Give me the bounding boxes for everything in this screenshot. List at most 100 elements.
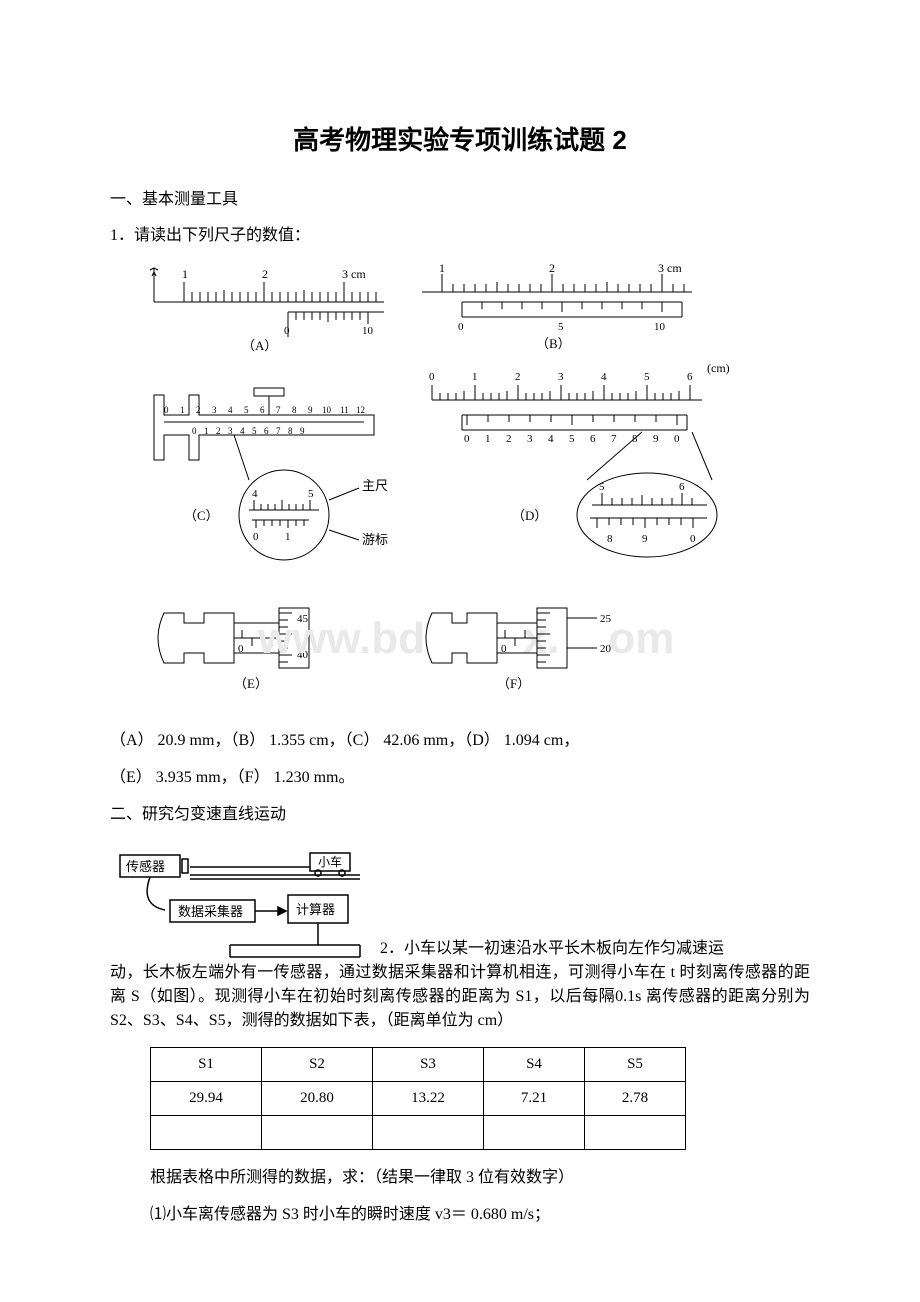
figure-c: 0123456789101112 0123456789 4 5 0 1 主尺 游… xyxy=(134,360,404,570)
table-cell xyxy=(373,1116,484,1150)
svg-text:9: 9 xyxy=(642,533,648,545)
table-cell xyxy=(484,1116,585,1150)
table-cell: 29.94 xyxy=(151,1082,262,1116)
q1-answers-line2: （E） 3.935 mm，（F） 1.230 mm。 xyxy=(110,764,810,791)
svg-text:0: 0 xyxy=(284,325,290,337)
page-title: 高考物理实验专项训练试题 2 xyxy=(110,120,810,157)
svg-text:0: 0 xyxy=(238,643,244,655)
svg-text:3: 3 xyxy=(228,426,233,436)
svg-text:1: 1 xyxy=(472,371,478,383)
svg-text:7: 7 xyxy=(276,405,281,415)
table-header: S4 xyxy=(484,1048,585,1082)
svg-text:4: 4 xyxy=(240,426,245,436)
section-2-heading: 二、研究匀变速直线运动 xyxy=(110,802,810,828)
svg-text:（D）: （D） xyxy=(512,508,547,523)
figure-d: 0123456 (cm) 01234567890 5 6 8 9 0 （D） xyxy=(412,360,732,570)
svg-text:4: 4 xyxy=(252,488,258,500)
table-header: S5 xyxy=(585,1048,686,1082)
svg-text:1: 1 xyxy=(204,426,209,436)
svg-text:（E）: （E） xyxy=(234,676,268,691)
svg-text:4: 4 xyxy=(228,405,233,415)
svg-text:数据采集器: 数据采集器 xyxy=(178,904,243,919)
table-cell xyxy=(151,1116,262,1150)
svg-text:0: 0 xyxy=(253,531,259,543)
svg-text:10: 10 xyxy=(362,325,374,337)
svg-text:5: 5 xyxy=(244,405,249,415)
svg-text:3: 3 xyxy=(558,371,564,383)
svg-text:5: 5 xyxy=(558,321,564,333)
svg-text:1: 1 xyxy=(285,531,291,543)
svg-text:（A）: （A） xyxy=(242,338,277,352)
table-header: S1 xyxy=(151,1048,262,1082)
svg-text:3 cm: 3 cm xyxy=(658,262,682,275)
svg-text:计算器: 计算器 xyxy=(296,902,335,917)
svg-text:25: 25 xyxy=(600,613,612,625)
table-cell: 2.78 xyxy=(585,1082,686,1116)
svg-text:11: 11 xyxy=(340,405,349,415)
svg-text:2: 2 xyxy=(216,426,221,436)
svg-text:2: 2 xyxy=(506,433,512,445)
svg-text:2: 2 xyxy=(549,262,555,275)
svg-text:5: 5 xyxy=(644,371,650,383)
figure-e: 45 40 0 （E） xyxy=(134,578,394,708)
svg-text:1: 1 xyxy=(485,433,491,445)
svg-text:9: 9 xyxy=(300,426,305,436)
svg-text:(cm): (cm) xyxy=(707,361,730,375)
svg-text:传感器: 传感器 xyxy=(126,859,165,874)
svg-text:6: 6 xyxy=(264,426,269,436)
svg-text:9: 9 xyxy=(653,433,659,445)
figure-a: 1 2 3 cm 0 10 （A） xyxy=(134,262,394,352)
svg-text:3: 3 xyxy=(212,405,217,415)
svg-text:5: 5 xyxy=(599,481,605,493)
svg-text:7: 7 xyxy=(276,426,281,436)
table-header: S3 xyxy=(373,1048,484,1082)
svg-text:8: 8 xyxy=(292,405,297,415)
svg-text:2: 2 xyxy=(196,405,201,415)
table-header: S2 xyxy=(262,1048,373,1082)
svg-text:游标: 游标 xyxy=(362,532,388,547)
table-cell: 7.21 xyxy=(484,1082,585,1116)
svg-text:8: 8 xyxy=(607,533,613,545)
svg-text:0: 0 xyxy=(458,321,464,333)
figure-f: 25 20 0 （F） xyxy=(402,578,662,708)
svg-text:6: 6 xyxy=(679,481,685,493)
svg-text:0: 0 xyxy=(464,433,470,445)
svg-text:5: 5 xyxy=(308,488,314,500)
table-row: 29.94 20.80 13.22 7.21 2.78 xyxy=(151,1082,686,1116)
svg-text:4: 4 xyxy=(548,433,554,445)
svg-text:8: 8 xyxy=(288,426,293,436)
svg-text:0: 0 xyxy=(192,426,197,436)
svg-text:45: 45 xyxy=(297,613,309,625)
svg-text:40: 40 xyxy=(297,649,309,661)
svg-text:0: 0 xyxy=(164,405,169,415)
figures-rulers: 1 2 3 cm 0 10 （A） xyxy=(130,258,810,717)
q1-answers-line1: （A） 20.9 mm，（B） 1.355 cm，（C） 42.06 mm，（D… xyxy=(110,727,810,754)
table-cell: 20.80 xyxy=(262,1082,373,1116)
svg-text:（C）: （C） xyxy=(184,508,219,523)
svg-text:0: 0 xyxy=(690,533,696,545)
figure-b: 1 2 3 cm 0 5 10 （B） xyxy=(402,262,702,352)
table-cell: 13.22 xyxy=(373,1082,484,1116)
svg-text:1: 1 xyxy=(180,405,185,415)
q2-instruction: 根据表格中所测得的数据，求：（结果一律取 3 位有效数字） xyxy=(150,1164,810,1191)
svg-text:1: 1 xyxy=(439,262,445,275)
svg-text:20: 20 xyxy=(600,643,612,655)
data-table: S1 S2 S3 S4 S5 29.94 20.80 13.22 7.21 2.… xyxy=(150,1047,686,1150)
q1-prompt: 1．请读出下列尺子的数值： xyxy=(110,223,810,249)
q2-body: 动，长木板左端外有一传感器，通过数据采集器和计算机相连，可测得小车在 t 时刻离… xyxy=(110,961,810,1033)
svg-text:10: 10 xyxy=(322,405,332,415)
svg-text:8: 8 xyxy=(632,433,638,445)
svg-text:4: 4 xyxy=(601,371,607,383)
svg-text:12: 12 xyxy=(356,405,365,415)
svg-text:2: 2 xyxy=(515,371,521,383)
svg-text:5: 5 xyxy=(569,433,575,445)
svg-text:6: 6 xyxy=(590,433,596,445)
svg-text:9: 9 xyxy=(308,405,313,415)
svg-text:0: 0 xyxy=(501,643,507,655)
svg-text:小车: 小车 xyxy=(318,854,342,869)
svg-text:7: 7 xyxy=(611,433,617,445)
table-row xyxy=(151,1116,686,1150)
svg-text:3 cm: 3 cm xyxy=(342,267,366,281)
table-cell xyxy=(262,1116,373,1150)
svg-text:6: 6 xyxy=(260,405,265,415)
